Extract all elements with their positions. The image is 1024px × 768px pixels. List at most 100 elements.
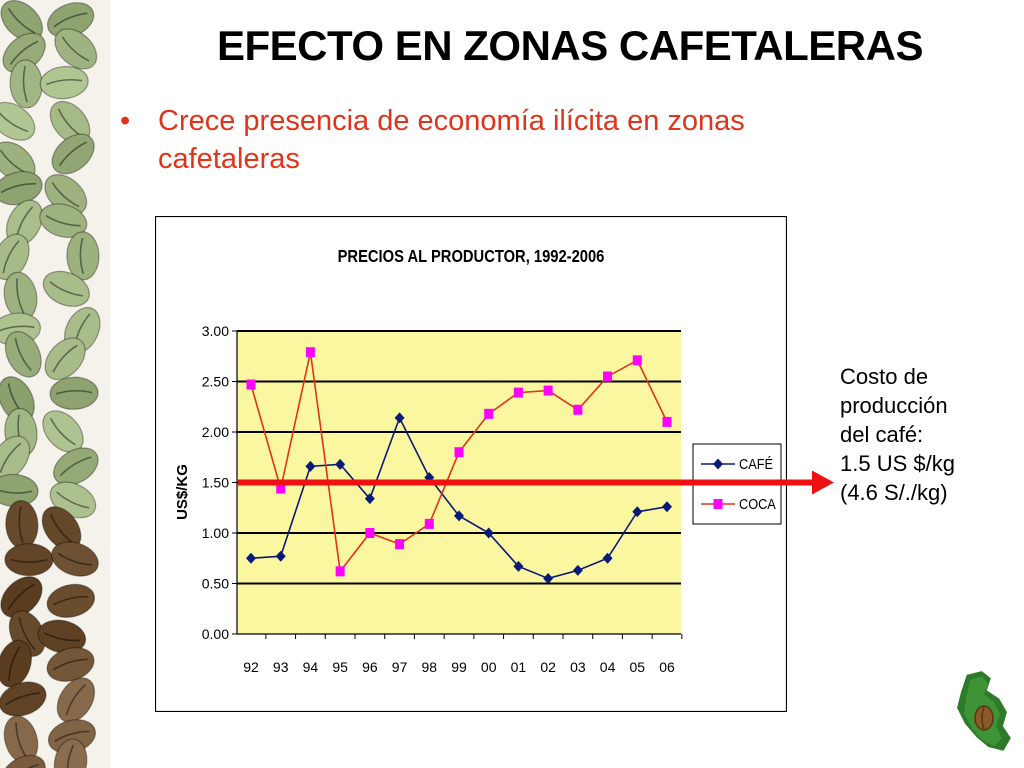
coffee-bean — [0, 435, 31, 481]
coffee-bean — [0, 233, 30, 281]
data-point — [394, 412, 405, 424]
data-point — [513, 560, 524, 572]
x-tick-label: 98 — [421, 659, 437, 675]
x-tick-label: 92 — [243, 659, 259, 675]
x-tick-label: 05 — [629, 659, 645, 675]
data-point — [483, 527, 494, 539]
note-line: 1.5 US $/kg — [840, 451, 955, 476]
data-point — [662, 416, 672, 427]
peru-map-logo — [954, 668, 1014, 754]
data-point — [573, 404, 583, 415]
x-tick-label: 01 — [511, 659, 527, 675]
coffee-bean — [3, 715, 39, 764]
data-point — [305, 460, 316, 472]
data-point — [713, 499, 723, 509]
data-point — [335, 566, 345, 577]
data-point — [364, 493, 375, 505]
x-tick-label: 93 — [273, 659, 289, 675]
data-point — [335, 458, 346, 470]
data-point — [602, 552, 613, 564]
coffee-bean — [37, 619, 87, 654]
x-tick-label: 94 — [303, 659, 319, 675]
coffee-beans-decoration — [0, 0, 110, 768]
x-tick-label: 03 — [570, 659, 586, 675]
data-point — [543, 572, 554, 584]
legend-label: COCA — [739, 495, 776, 512]
coffee-bean — [0, 639, 33, 688]
chart-title: PRECIOS AL PRODUCTOR, 1992-2006 — [338, 247, 605, 267]
coffee-bean — [0, 681, 47, 717]
data-point — [424, 518, 434, 529]
coffee-bean — [3, 271, 38, 321]
x-tick-label: 04 — [600, 659, 616, 675]
x-tick-label: 00 — [481, 659, 497, 675]
data-point — [275, 550, 286, 562]
series-layer — [246, 347, 672, 584]
data-point — [246, 379, 256, 390]
coffee-bean — [39, 203, 88, 239]
bullet-dot: • — [120, 105, 131, 137]
coffee-bean — [4, 331, 42, 378]
coffee-bean — [51, 133, 95, 175]
data-point — [543, 385, 553, 396]
data-point — [395, 539, 405, 550]
x-tick-label: 95 — [332, 659, 348, 675]
coffee-bean — [54, 28, 98, 70]
series-café — [246, 412, 672, 584]
data-point — [632, 355, 642, 366]
coffee-bean — [0, 754, 46, 768]
y-tick-label: 3.00 — [202, 323, 229, 339]
note-line: (4.6 S/./kg) — [840, 480, 948, 505]
x-tick-label: 97 — [392, 659, 408, 675]
data-point — [454, 447, 464, 458]
y-axis-ticks: 0.00 0.50 1.00 1.50 2.00 2.50 3.00 — [202, 323, 238, 642]
coffee-bean — [49, 376, 99, 410]
coffee-bean — [46, 583, 96, 618]
data-point — [603, 371, 613, 382]
note-line: Costo de — [840, 364, 929, 389]
data-point — [662, 501, 672, 513]
coffee-bean — [39, 65, 89, 100]
legend-label: CAFÉ — [739, 455, 773, 472]
bullet-text: Crece presencia de economía ilícita en z… — [158, 105, 745, 175]
coffee-bean — [0, 576, 43, 618]
data-point — [513, 387, 523, 398]
y-tick-label: 2.50 — [202, 374, 229, 390]
data-point — [305, 347, 315, 358]
x-tick-label: 06 — [659, 659, 675, 675]
coffee-bean — [0, 101, 36, 141]
coffee-bean — [56, 677, 96, 723]
coffee-bean — [42, 270, 90, 307]
coffee-bean — [53, 447, 99, 486]
note-line: del café: — [840, 422, 924, 447]
y-tick-label: 0.00 — [202, 626, 229, 642]
coffee-bean — [4, 543, 54, 577]
data-point — [365, 528, 375, 538]
coffee-bean — [53, 738, 88, 768]
bullet-item: • Crece presencia de economía ilícita en… — [120, 102, 860, 178]
data-point — [572, 564, 583, 576]
data-point — [632, 506, 643, 518]
x-tick-label: 02 — [540, 659, 556, 675]
coffee-bean — [41, 506, 82, 551]
series-coca — [246, 347, 672, 577]
coffee-bean — [66, 231, 100, 281]
x-tick-label: 96 — [362, 659, 378, 675]
coffee-bean — [44, 337, 86, 381]
arrow-head-icon — [812, 470, 834, 495]
y-tick-label: 2.00 — [202, 424, 229, 440]
coffee-bean — [5, 500, 39, 550]
production-cost-note: Costo de producción del café: 1.5 US $/kg (4… — [840, 362, 1020, 507]
coffee-bean — [46, 2, 95, 39]
data-point — [484, 408, 494, 419]
x-axis-ticks: 92 93 94 95 96 97 98 99 00 01 02 03 04 05 06 — [243, 634, 683, 675]
y-tick-label: 0.50 — [202, 576, 229, 592]
coffee-bean — [51, 541, 99, 577]
y-tick-label: 1.00 — [202, 525, 229, 541]
data-point — [246, 552, 256, 564]
data-point — [713, 458, 723, 470]
data-point — [276, 483, 286, 494]
note-line: producción — [840, 393, 948, 418]
y-axis-label: US$/KG — [174, 464, 191, 520]
